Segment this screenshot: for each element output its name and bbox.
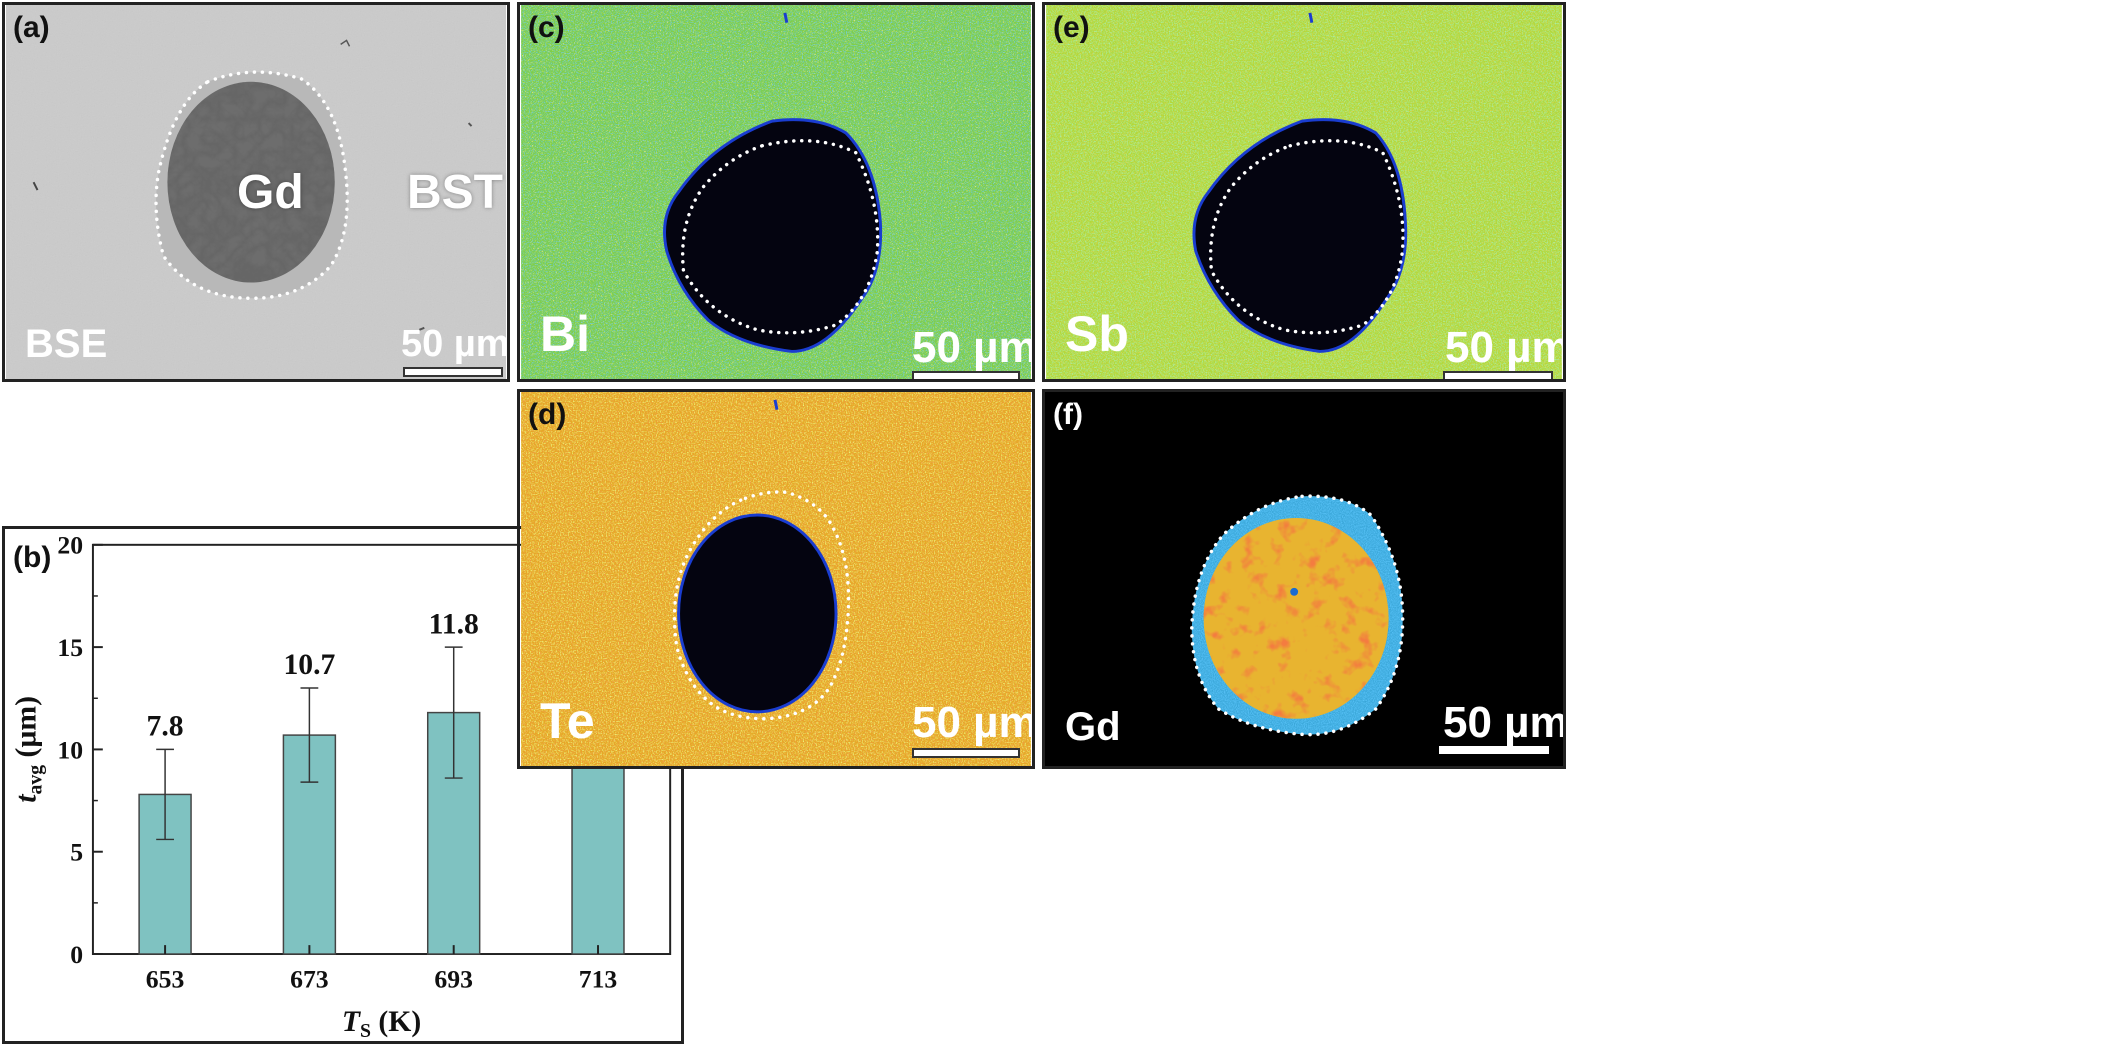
te-element-label: Te bbox=[540, 693, 595, 749]
panel-f-tag: (f) bbox=[1053, 398, 1083, 431]
y-tick-label: 5 bbox=[70, 838, 83, 867]
panel-e-tag: (e) bbox=[1053, 11, 1090, 44]
scale-bar-f bbox=[1439, 746, 1549, 754]
sb-element-label: Sb bbox=[1065, 306, 1129, 362]
bi-eds-map bbox=[521, 5, 1031, 379]
y-tick-label: 20 bbox=[57, 531, 83, 560]
y-tick-label: 15 bbox=[57, 633, 83, 662]
bse-label: BSE bbox=[25, 322, 108, 366]
gd-element-label: Gd bbox=[1065, 705, 1121, 749]
scale-text-d: 50 µm bbox=[912, 698, 1035, 747]
data-label: 10.7 bbox=[283, 649, 335, 681]
panel-f-gd-map: (f) Gd 50 µm bbox=[1042, 389, 1566, 769]
y-axis-label: tavg (µm) bbox=[11, 696, 47, 803]
data-label: 11.8 bbox=[429, 608, 479, 640]
x-tick-label: 673 bbox=[290, 965, 329, 994]
panel-e-sb-map: (e) Sb 50 µm bbox=[1042, 2, 1566, 382]
scale-bar-e bbox=[1443, 371, 1553, 379]
panel-c-bi-map: (c) Bi 50 µm bbox=[517, 2, 1035, 382]
scale-bar-c bbox=[912, 371, 1020, 379]
scale-text-e: 50 µm bbox=[1445, 323, 1566, 372]
panel-b-chart: (b) 051015207.865310.767311.869313.8713T… bbox=[2, 526, 684, 1044]
panel-b-tag: (b) bbox=[13, 541, 52, 574]
panel-c-tag: (c) bbox=[528, 11, 565, 44]
scale-text-f: 50 µm bbox=[1443, 698, 1566, 747]
x-tick-label: 653 bbox=[146, 965, 185, 994]
panel-a-tag: (a) bbox=[13, 11, 50, 44]
bi-element-label: Bi bbox=[540, 306, 590, 362]
scale-text-c: 50 µm bbox=[912, 323, 1035, 372]
bse-micrograph bbox=[6, 5, 506, 379]
y-tick-label: 10 bbox=[57, 735, 83, 764]
scale-bar-a bbox=[403, 367, 503, 377]
gd-eds-map bbox=[1046, 392, 1562, 766]
x-tick-label: 713 bbox=[579, 965, 618, 994]
panel-d-tag: (d) bbox=[528, 398, 567, 431]
sb-eds-map bbox=[1046, 5, 1562, 379]
gd-core-label: Gd bbox=[237, 166, 304, 219]
data-label: 7.8 bbox=[147, 711, 184, 743]
panel-d-te-map: (d) Te 50 µm bbox=[517, 389, 1035, 769]
scale-bar-d bbox=[912, 748, 1020, 758]
te-eds-map bbox=[521, 392, 1031, 766]
x-axis-label: TS (K) bbox=[342, 1006, 421, 1041]
bst-matrix-label: BST bbox=[407, 166, 503, 219]
x-tick-label: 693 bbox=[434, 965, 473, 994]
panel-a-bse-image: (a) Gd BST BSE 50 µm bbox=[2, 2, 510, 382]
scale-text-a: 50 µm bbox=[401, 323, 510, 365]
y-tick-label: 0 bbox=[70, 940, 83, 969]
